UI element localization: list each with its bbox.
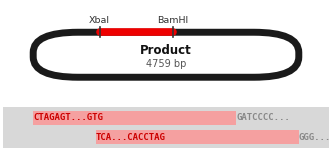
Text: CTAGAGT...GTG: CTAGAGT...GTG — [34, 113, 103, 122]
FancyBboxPatch shape — [96, 130, 299, 144]
FancyBboxPatch shape — [33, 32, 299, 77]
Text: 4759 bp: 4759 bp — [146, 60, 186, 69]
FancyBboxPatch shape — [34, 111, 236, 125]
Text: XbaI: XbaI — [89, 16, 110, 25]
Text: GATCCCC...: GATCCCC... — [236, 113, 290, 122]
Text: Product: Product — [140, 44, 192, 57]
Text: GGG...: GGG... — [299, 133, 331, 142]
Text: BamHI: BamHI — [157, 16, 188, 25]
Text: TCA...CACCTAG: TCA...CACCTAG — [96, 133, 166, 142]
FancyBboxPatch shape — [3, 107, 329, 148]
